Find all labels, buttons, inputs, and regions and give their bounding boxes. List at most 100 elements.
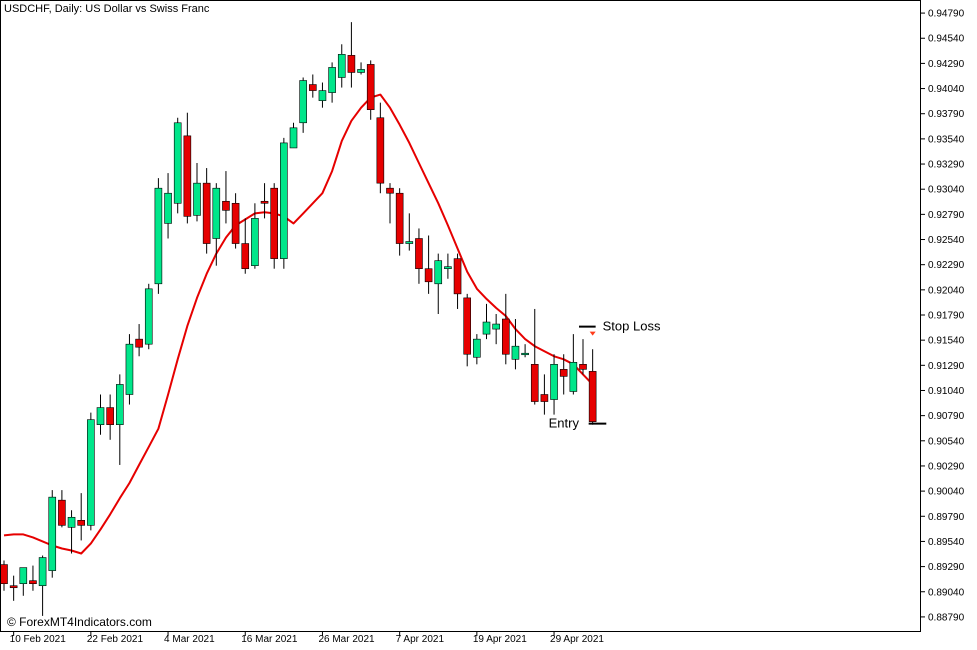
bullish-candle-body	[492, 323, 500, 330]
y-tick-label: 0.89540	[928, 537, 965, 548]
bullish-candle-body	[473, 338, 481, 358]
bearish-candle-body	[424, 268, 433, 283]
candle	[58, 490, 66, 528]
candle	[405, 213, 414, 251]
bullish-candle-body	[125, 343, 134, 395]
bullish-candle-body	[212, 187, 221, 239]
candle	[453, 253, 462, 309]
candle	[164, 173, 172, 239]
y-tick-label: 0.92790	[928, 210, 965, 221]
bullish-candle-body	[154, 187, 163, 285]
bearish-candle-body	[241, 243, 250, 270]
candle	[77, 493, 85, 541]
x-axis: 10 Feb 2021 22 Feb 2021 4 Mar 2021 16 Mar 2…	[10, 631, 604, 645]
bullish-candle-body	[550, 364, 558, 400]
bearish-candle-body	[308, 84, 317, 91]
bullish-candle-body	[405, 241, 414, 244]
candle	[48, 490, 57, 578]
bullish-candle-body	[280, 142, 288, 259]
candle	[251, 203, 259, 269]
bearish-candle-body	[395, 192, 404, 244]
candle	[260, 183, 269, 219]
bearish-candle-body	[540, 394, 549, 402]
candle	[183, 112, 192, 224]
y-tick-label: 0.89040	[928, 587, 965, 598]
x-tick-label: 19 Apr 2021	[473, 634, 527, 645]
candle	[116, 374, 124, 465]
candle	[231, 193, 240, 249]
candle	[106, 394, 114, 440]
stop-loss-label: Stop Loss	[603, 319, 661, 334]
bullish-candle-body	[38, 557, 47, 587]
candle	[308, 74, 317, 98]
candle	[337, 44, 346, 88]
moving-average-line	[3, 93, 594, 555]
bullish-candle-body	[444, 266, 452, 270]
annotations-layer: Stop Loss Entry	[549, 319, 661, 431]
candle	[395, 188, 404, 256]
candle	[473, 334, 481, 365]
x-tick-label: 16 Mar 2021	[241, 634, 298, 645]
bearish-candle-body	[135, 338, 143, 348]
bullish-candle-body	[289, 127, 298, 149]
y-tick-label: 0.90040	[928, 487, 965, 498]
x-tick-label: 29 Apr 2021	[550, 634, 604, 645]
y-tick-label: 0.93790	[928, 109, 965, 120]
candle	[444, 253, 452, 279]
bearish-candle-body	[222, 200, 230, 211]
candle	[19, 567, 28, 596]
bearish-candle-body	[530, 364, 539, 402]
x-tick-label: 26 Mar 2021	[318, 634, 375, 645]
candle	[588, 349, 597, 425]
moving-average-layer	[3, 93, 594, 555]
y-axis: 0.94790 0.94540 0.94290 0.94040 0.93790 0.935…	[921, 9, 965, 623]
bearish-candle-body	[202, 182, 211, 244]
bullish-candle-body	[144, 288, 153, 345]
candle	[193, 163, 201, 222]
bearish-candle-body	[415, 238, 423, 270]
plot-frame	[0, 0, 921, 632]
bearish-candle-body	[559, 369, 568, 377]
candle	[154, 178, 163, 294]
candle	[212, 183, 221, 266]
candle	[241, 218, 250, 274]
bullish-candle-body	[299, 80, 307, 124]
candle	[67, 510, 76, 554]
bullish-candle-body	[19, 567, 28, 585]
candle	[144, 283, 153, 350]
y-tick-label: 0.94540	[928, 34, 965, 45]
y-tick-label: 0.92290	[928, 260, 965, 271]
bullish-candle-body	[328, 67, 336, 93]
candle	[87, 412, 95, 531]
bullish-candle-body	[434, 260, 443, 285]
candle	[366, 60, 375, 120]
candle	[135, 324, 143, 357]
candle	[9, 575, 18, 601]
x-tick-label: 10 Feb 2021	[10, 634, 67, 645]
bullish-candle-body	[337, 54, 346, 78]
bearish-candle-body	[0, 564, 8, 585]
bearish-candle-body	[376, 117, 385, 184]
bearish-candle-body	[9, 585, 18, 589]
candle	[424, 235, 433, 294]
sell-arrow-icon	[589, 331, 596, 336]
y-tick-label: 0.91790	[928, 310, 965, 321]
candle	[569, 334, 578, 395]
y-tick-label: 0.91040	[928, 386, 965, 397]
candle	[511, 319, 520, 370]
bullish-candle-body	[482, 321, 491, 335]
bearish-candle-body	[260, 200, 269, 204]
candle	[270, 183, 279, 269]
candle	[376, 102, 385, 194]
y-tick-label: 0.94040	[928, 84, 965, 95]
y-tick-label: 0.93540	[928, 134, 965, 145]
bullish-candle-body	[357, 69, 365, 73]
x-tick-label: 22 Feb 2021	[87, 634, 144, 645]
bearish-candle-body	[347, 55, 356, 73]
candle	[173, 117, 182, 214]
entry-label: Entry	[549, 416, 580, 431]
y-tick-label: 0.89790	[928, 512, 965, 523]
candle	[357, 62, 365, 75]
candle	[347, 22, 356, 88]
bullish-candle-body	[318, 90, 327, 101]
